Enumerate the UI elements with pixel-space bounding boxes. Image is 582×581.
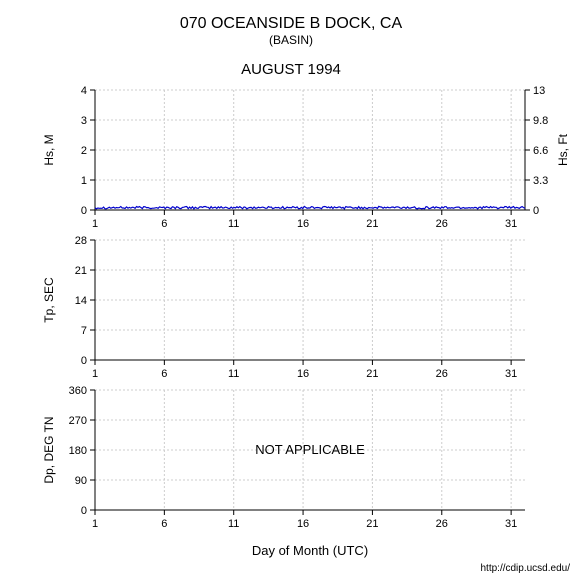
ytick-label: 2 [81, 145, 87, 157]
ytick-right-label: 9.8 [533, 115, 548, 127]
xtick-label: 6 [161, 368, 167, 380]
xtick-label: 1 [92, 368, 98, 380]
chart-month: AUGUST 1994 [241, 61, 341, 78]
ytick-label: 21 [75, 265, 87, 277]
chart-title: 070 OCEANSIDE B DOCK, CA [180, 15, 403, 32]
ytick-label: 28 [75, 235, 87, 247]
xlabel: Day of Month (UTC) [252, 543, 368, 558]
ytick-label: 4 [81, 85, 87, 97]
xtick-label: 21 [366, 518, 378, 530]
wave-data-chart: 070 OCEANSIDE B DOCK, CA(BASIN) AUGUST 19… [0, 0, 582, 581]
ytick-label: 360 [69, 385, 87, 397]
ytick-label: 90 [75, 475, 87, 487]
xtick-label: 1 [92, 518, 98, 530]
ytick-label: 180 [69, 445, 87, 457]
xtick-label: 11 [228, 518, 239, 530]
ytick-label: 7 [81, 325, 87, 337]
xtick-label: 31 [505, 518, 517, 530]
xtick-label: 6 [161, 218, 167, 230]
panel-dp: 090180270360161116212631Dp, DEG TNNOT AP… [42, 385, 525, 530]
ytick-label: 0 [81, 505, 87, 517]
ytick-right-label: 0 [533, 205, 539, 217]
ylabel-left: Tp, SEC [42, 277, 56, 323]
xtick-label: 11 [228, 218, 239, 230]
xtick-label: 16 [297, 518, 309, 530]
panel-hs: 0123403.36.69.813161116212631Hs, MHs, Ft [42, 85, 570, 230]
xtick-label: 16 [297, 368, 309, 380]
ytick-label: 14 [75, 295, 87, 307]
ytick-right-label: 3.3 [533, 175, 548, 187]
ytick-label: 3 [81, 115, 87, 127]
xtick-label: 11 [228, 368, 239, 380]
panel-tp: 07142128161116212631Tp, SEC [42, 235, 525, 380]
xtick-label: 16 [297, 218, 309, 230]
ytick-right-label: 13 [533, 85, 545, 97]
xtick-label: 31 [505, 218, 517, 230]
xtick-label: 31 [505, 368, 517, 380]
data-line-hs [95, 206, 525, 208]
ylabel-left: Hs, M [42, 134, 56, 165]
xtick-label: 26 [436, 368, 448, 380]
xtick-label: 1 [92, 218, 98, 230]
xtick-label: 21 [366, 218, 378, 230]
ylabel-left: Dp, DEG TN [42, 416, 56, 483]
source-url: http://cdip.ucsd.edu/ [480, 563, 570, 574]
ytick-label: 0 [81, 355, 87, 367]
ylabel-right: Hs, Ft [556, 133, 570, 166]
xtick-label: 6 [161, 518, 167, 530]
ytick-label: 1 [81, 175, 87, 187]
chart-subtitle: (BASIN) [269, 33, 313, 47]
not-applicable-text: NOT APPLICABLE [255, 442, 365, 457]
xtick-label: 21 [366, 368, 378, 380]
xtick-label: 26 [436, 518, 448, 530]
ytick-right-label: 6.6 [533, 145, 548, 157]
ytick-label: 270 [69, 415, 87, 427]
xtick-label: 26 [436, 218, 448, 230]
ytick-label: 0 [81, 205, 87, 217]
